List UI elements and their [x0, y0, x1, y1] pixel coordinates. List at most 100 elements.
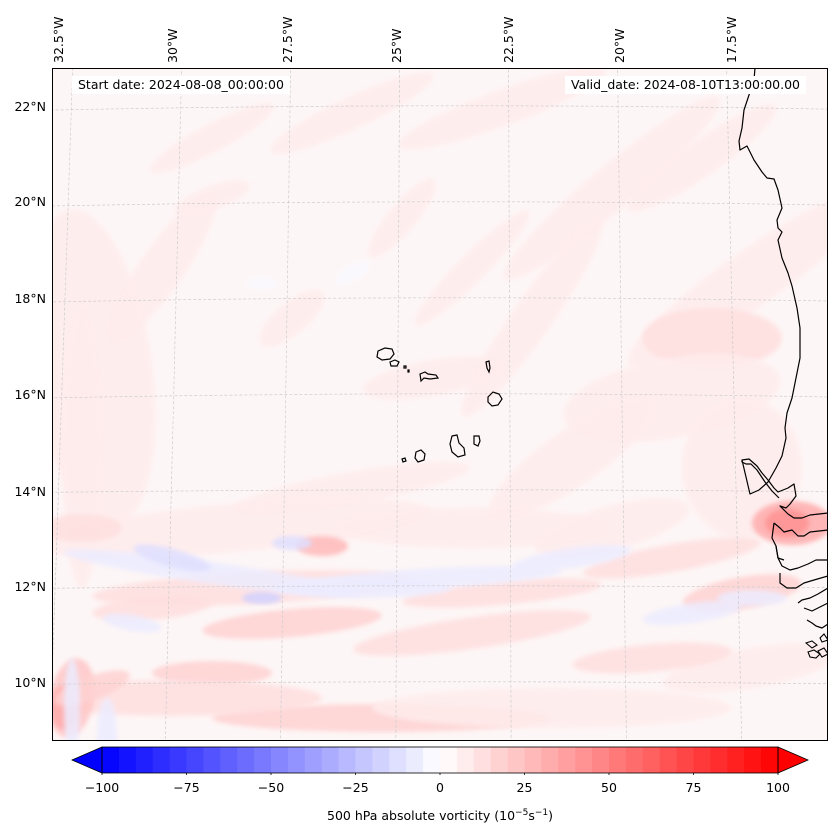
- island-outline: [414, 449, 426, 463]
- latitude-label: 12°N: [14, 579, 46, 594]
- negative-vorticity-region: [642, 600, 742, 626]
- colorbar-bin: [287, 747, 306, 773]
- negative-vorticity-region: [512, 545, 632, 571]
- colorbar-bin: [372, 747, 390, 773]
- colorbar-label-exp2: −1: [534, 808, 549, 818]
- positive-vorticity-region: [583, 537, 761, 579]
- colorbar-tick-label: −25: [342, 780, 369, 795]
- positive-vorticity-region: [149, 102, 275, 174]
- positive-vorticity-region: [372, 688, 732, 728]
- colorbar-tick-label: −100: [84, 780, 120, 795]
- colorbar-bin: [220, 747, 238, 773]
- colorbar-label-unit: s: [528, 808, 535, 824]
- colorbar-bin: [406, 747, 424, 773]
- positive-vorticity-region: [52, 498, 432, 558]
- meridian-line: [280, 68, 291, 741]
- negative-vorticity-region: [717, 590, 787, 606]
- positive-vorticity-region: [488, 396, 656, 520]
- island-outline: [819, 633, 828, 643]
- parallel-line: [52, 489, 828, 493]
- colorbar-tick-label: 50: [601, 780, 617, 795]
- longitude-label: 30°W: [165, 28, 180, 63]
- parallel-line: [52, 297, 828, 303]
- map-frame: [52, 68, 828, 741]
- longitude-label: 20°W: [612, 28, 627, 63]
- colorbar-bin: [558, 747, 576, 773]
- island-outline: [419, 371, 440, 383]
- coastline-segment: [738, 68, 801, 499]
- longitude-label: 27.5°W: [280, 16, 295, 63]
- colorbar-bin: [659, 747, 678, 773]
- parallel-line: [52, 585, 828, 589]
- meridian-line: [508, 68, 512, 741]
- positive-vorticity-region: [663, 642, 828, 694]
- island-outline: [403, 365, 407, 369]
- positive-vorticity-region: [398, 68, 606, 150]
- island-outline: [473, 435, 481, 447]
- colorbar-bin: [355, 747, 373, 773]
- positive-vorticity-region: [353, 609, 591, 657]
- coastline-segment: [741, 458, 828, 519]
- negative-vorticity-region: [302, 565, 562, 591]
- island-outline: [407, 369, 410, 373]
- colorbar-extend-min: [70, 746, 103, 774]
- parallel-line: [52, 393, 828, 399]
- island-outline: [449, 434, 466, 458]
- longitude-label: 32.5°W: [51, 16, 66, 63]
- positive-vorticity-region: [259, 289, 325, 347]
- colorbar-bin: [237, 747, 255, 773]
- vorticity-field: [52, 68, 828, 741]
- colorbar-bin: [271, 747, 289, 773]
- colorbar-tick-label: −75: [173, 780, 200, 795]
- colorbar-bin: [118, 747, 137, 773]
- meridian-line: [395, 68, 400, 741]
- colorbar-tick-label: 75: [685, 780, 702, 795]
- positive-vorticity-region: [152, 661, 272, 685]
- colorbar-bin: [693, 747, 711, 773]
- island-outline: [401, 457, 407, 463]
- colorbar-bin: [423, 747, 441, 773]
- colorbar-bin: [473, 747, 492, 773]
- latitude-label: 22°N: [14, 99, 46, 114]
- colorbar-bin: [524, 747, 542, 773]
- negative-vorticity-region: [133, 544, 211, 572]
- negative-vorticity-region: [242, 592, 282, 604]
- negative-vorticity-region: [97, 698, 117, 741]
- colorbar-bin: [761, 747, 779, 773]
- latitude-label: 16°N: [14, 387, 46, 402]
- meridian-line: [617, 68, 627, 741]
- colorbar-bin: [169, 747, 188, 773]
- coastline-segment: [771, 522, 828, 571]
- parallel-line: [52, 105, 828, 111]
- colorbar-extend-max: [777, 746, 810, 774]
- parallel-line: [52, 201, 828, 207]
- coastline-segment: [779, 573, 828, 589]
- colorbar-bin: [642, 747, 661, 773]
- valid-date-label: Valid_date: 2024-08-10T13:00:00.00: [564, 76, 806, 94]
- island-outline: [485, 360, 491, 374]
- coastline: [376, 68, 828, 659]
- positive-vorticity-region: [52, 514, 122, 542]
- positive-vorticity-region: [202, 606, 382, 640]
- colorbar-bin: [152, 747, 171, 773]
- colorbar-bin: [575, 747, 593, 773]
- positive-vorticity-region: [572, 642, 732, 674]
- island-outline: [817, 647, 828, 658]
- colorbar-bin: [254, 747, 272, 773]
- latitude-label: 20°N: [14, 194, 46, 209]
- colorbar-bin: [389, 747, 407, 773]
- colorbar-bin: [456, 747, 475, 773]
- coastline-segment: [775, 545, 785, 561]
- negative-vorticity-region: [246, 277, 278, 289]
- colorbar-bin: [592, 747, 610, 773]
- positive-vorticity-region: [534, 498, 690, 558]
- colorbar-bin: [541, 747, 559, 773]
- negative-vorticity-region: [102, 613, 162, 633]
- positive-vorticity-region: [52, 680, 322, 716]
- positive-vorticity-region: [765, 509, 809, 537]
- colorbar-bin: [727, 747, 745, 773]
- colorbar-bin: [135, 747, 154, 773]
- colorbar-bin: [676, 747, 695, 773]
- positive-vorticity-region: [642, 308, 782, 368]
